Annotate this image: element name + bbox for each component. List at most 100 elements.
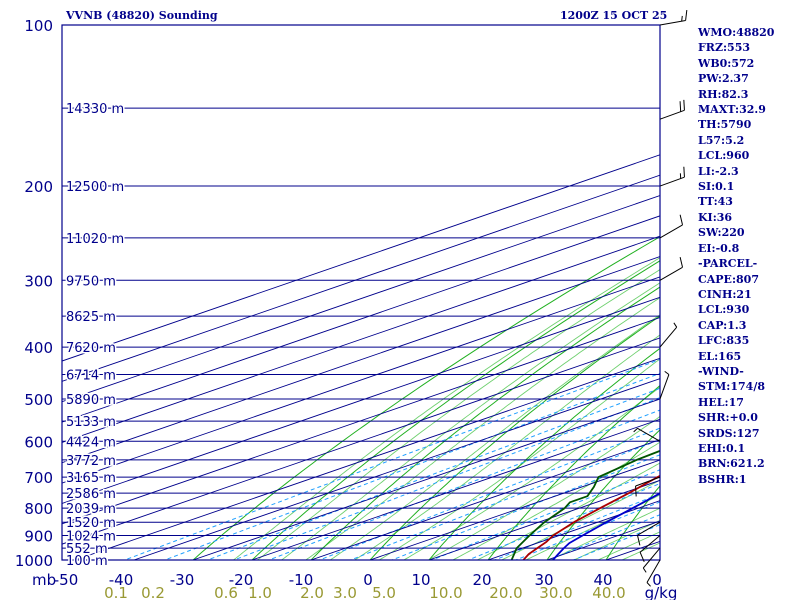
wind-barb-staff [659, 109, 685, 120]
height-level-label: 100 m [66, 554, 108, 569]
mixing-ratio-line [493, 493, 660, 560]
wind-barb-half-flag [673, 322, 678, 328]
mixing-ratio-lines [123, 358, 660, 560]
wind-barb [659, 322, 678, 348]
isotherm-line [546, 520, 660, 560]
profiles [510, 449, 660, 560]
isotherm-line [62, 256, 660, 464]
pressure-tick-label: 200 [24, 178, 53, 196]
temperature-tick-label: 0 [652, 571, 662, 589]
stability-indices-panel: WMO:48820 FRZ:553 WB0:572 PW:2.37 RH:82.3 MAX… [698, 25, 774, 487]
mixing-ratio-tick-label: 10.0 [429, 584, 462, 600]
temperature-tick-label: 0 [363, 571, 373, 589]
mixing-ratio-line [206, 387, 660, 560]
wind-barbs [633, 10, 688, 587]
stability-index-item: EHI:0.1 [698, 441, 746, 455]
wind-barb-staff [637, 427, 661, 442]
stability-index-item: TH:5790 [698, 118, 752, 132]
dry-adiabat-line [779, 25, 800, 571]
wind-barb [635, 476, 661, 497]
moist-adiabat-line [256, 269, 660, 560]
pressure-tick-label: 300 [24, 272, 53, 290]
height-level-label: 1024 m [66, 530, 116, 545]
moist-adiabat-line [597, 531, 660, 560]
wind-barb [659, 214, 684, 239]
temperature-tick-label: 40 [593, 571, 612, 589]
moist-adiabat-line [329, 314, 660, 560]
isotherm-line [62, 174, 660, 382]
height-level-label: 2039 m [66, 502, 116, 517]
pressure-tick-label: 700 [24, 469, 53, 487]
chart-time-label: 1200Z 15 OCT 25 [560, 9, 668, 22]
mixing-ratio-tick-label: 2.0 [300, 584, 324, 600]
stability-index-item: TT:43 [698, 195, 733, 209]
stability-index-item: BSHR:1 [698, 472, 747, 486]
height-level-label: 9750 m [66, 274, 116, 289]
isobars [62, 107, 660, 561]
height-level-label: 552 m [66, 542, 108, 557]
height-level-label: 2586 m [66, 487, 116, 502]
stability-index-item: WMO:48820 [698, 26, 775, 39]
mixing-unit-label: g/kg [645, 584, 678, 600]
isotherm-line [62, 195, 660, 403]
stability-index-item: HEL:17 [698, 395, 744, 409]
temperature-tick-label: -50 [54, 571, 79, 589]
stability-index-item: STM:174/8 [698, 380, 765, 394]
wind-barb [659, 370, 670, 400]
isotherm-line [369, 459, 660, 560]
moist-adiabat-line [378, 358, 660, 560]
mixing-ratio-tick-label: 20.0 [489, 584, 522, 600]
mixing-ratio-tick-label: 5.0 [372, 584, 396, 600]
plot-frame [61, 24, 661, 561]
wind-barb-flag [685, 10, 688, 21]
mixing-ratio-tick-label: 0.6 [214, 584, 238, 600]
isotherm-line [192, 398, 660, 560]
pressure-tick-label: 1000 [15, 552, 53, 570]
wind-barb [659, 99, 685, 120]
wind-barb-staff [659, 176, 685, 187]
height-level-label: 1520 m [66, 516, 116, 531]
mixing-ratio-line [123, 358, 660, 560]
isotherm-line [133, 378, 660, 560]
wind-barb-staff [659, 19, 686, 26]
pressure-tick-label: 900 [24, 528, 53, 546]
mixing-ratio-line [163, 372, 660, 560]
wind-barb-flag [636, 535, 641, 546]
wind-barb [659, 10, 688, 26]
wind-barb-half-flag [664, 370, 670, 375]
stability-index-item: L57:5.2 [698, 133, 745, 147]
isotherm-line [74, 357, 660, 560]
wind-barb-flag [639, 552, 645, 563]
height-level-label: 4424 m [66, 435, 116, 450]
temperature-tick-label: -10 [289, 571, 314, 589]
mixing-ratio-tick-label: 40.0 [592, 584, 625, 600]
pressure-tick-label: 800 [24, 500, 53, 518]
wind-barb-flag [683, 99, 685, 111]
height-level-label: 11020 m [66, 232, 124, 247]
temperature-tick-label: 30 [534, 571, 553, 589]
height-level-label: 5890 m [66, 393, 116, 408]
stability-index-item: EI:-0.8 [698, 241, 740, 255]
wind-barb-flag [679, 101, 682, 112]
wind-barb-half-flag [681, 15, 683, 22]
isotherm-line [62, 154, 660, 362]
mixing-ratio-line [318, 427, 660, 560]
height-level-label: 8625 m [66, 310, 116, 325]
height-level-label: 6714 m [66, 368, 116, 383]
wind-barb-flag [679, 256, 684, 268]
plot-border [61, 24, 661, 561]
moist-adiabat-line [476, 462, 660, 560]
dry-adiabat-line [428, 347, 660, 560]
stability-index-item: PW:2.37 [698, 72, 749, 86]
mixing-ratio-line [514, 501, 660, 560]
mixing-ratio-line [572, 524, 660, 560]
wind-barb-staff [635, 476, 661, 487]
temperature-tick-label: -40 [109, 571, 134, 589]
wind-barb-flag [635, 485, 637, 497]
dry-adiabat-line [251, 260, 660, 560]
mixing-ratio-tick-label: 1.0 [248, 584, 272, 600]
stability-index-item: -WIND- [698, 364, 744, 378]
stability-index-item: CAPE:807 [698, 272, 759, 286]
stability-index-item: -PARCEL- [698, 257, 758, 271]
